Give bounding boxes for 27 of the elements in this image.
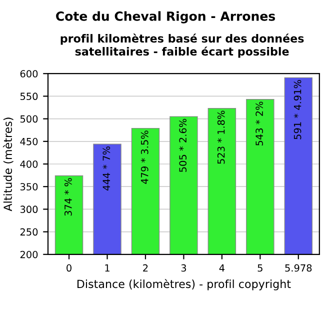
data-label: 591 * 4.91%: [294, 80, 302, 140]
y-tick-label: 350: [20, 183, 38, 190]
y-tick-label: 550: [20, 92, 38, 100]
x-tick-label: 2: [143, 264, 148, 272]
data-label: 444 * 7%: [102, 146, 110, 190]
x-tick-label: 3: [181, 264, 186, 272]
chart-subtitle: profil kilomètres basé sur des données satellitaires - faible écart possible: [60, 34, 304, 58]
data-label: 523 * 1.8%: [217, 110, 225, 164]
data-label: 479 * 3.5%: [140, 130, 148, 184]
data-label: 374 * %: [64, 178, 72, 216]
x-tick-label: 5: [258, 264, 262, 272]
y-tick-label: 200: [20, 250, 38, 258]
chart-title: Cote du Cheval Rigon - Arrones: [56, 11, 275, 24]
x-tick-label: 1: [105, 264, 110, 272]
x-axis-title: Distance (kilomètres) - profil copyright: [77, 279, 291, 290]
y-tick-label: 500: [20, 115, 38, 123]
x-tick-label: 4: [219, 264, 224, 272]
y-tick-label: 450: [20, 138, 38, 146]
data-label: 505 * 2.6%: [179, 118, 187, 172]
x-tick-label: 0: [66, 264, 72, 272]
data-label: 543 * 2%: [256, 102, 263, 146]
y-tick-label: 300: [20, 206, 38, 214]
y-tick-label: 250: [20, 228, 38, 236]
y-axis-title: Altitude (mètres): [2, 118, 14, 212]
y-tick-label: 600: [20, 70, 38, 78]
y-tick-label: 400: [20, 160, 38, 168]
x-tick-label: 5.978: [285, 264, 312, 272]
